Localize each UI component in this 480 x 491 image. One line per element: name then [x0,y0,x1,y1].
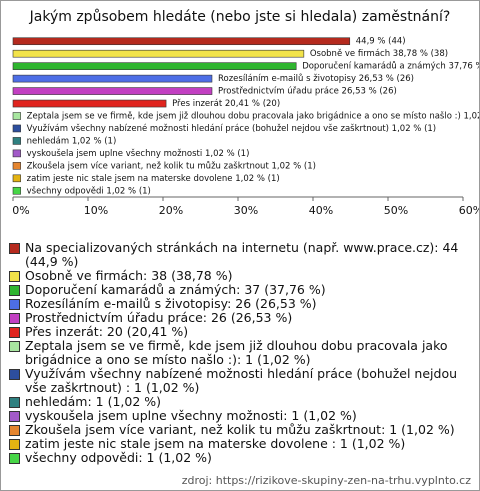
data-label: Osobně ve firmách 38,78 % (38) [310,49,448,59]
legend-label: Doporučení kamarádů a známých: 37 (37,76… [25,282,326,297]
legend-swatch [9,299,20,310]
legend-item: všechny odpovědi: 1 (1,02 %) [9,451,469,465]
bar [12,87,213,95]
legend-item: Prostřednictvím úřadu práce: 26 (26,53 %… [9,311,469,325]
legend-item: nehledám: 1 (1,02 %) [9,395,469,409]
legend-label: Rozesíláním e-mailů s životopisy: 26 (26… [25,296,317,311]
data-label: Prostřednictvím úřadu práce 26,53 % (26) [218,87,397,97]
legend-label: Využívám všechny nabízené možnosti hledá… [25,366,458,395]
legend: Na specializovaných stránkách na interne… [9,241,469,465]
legend-label: nehledám: 1 (1,02 %) [25,394,162,409]
x-tick-label: 0% [12,204,29,217]
legend-item: Osobně ve firmách: 38 (38,78 %) [9,269,469,283]
bar [12,137,21,145]
legend-label: Osobně ve firmách: 38 (38,78 %) [25,268,233,283]
data-label: všechny odpovědi 1,02 % (1) [27,185,151,196]
bar [12,99,167,108]
legend-swatch [9,453,20,464]
chart-title: Jakým způsobem hledáte (nebo jste si hle… [29,9,451,25]
legend-label: všechny odpovědi: 1 (1,02 %) [25,450,212,465]
data-label: 44,9 % (44) [356,37,406,47]
x-tick-label: 40% [309,204,333,217]
legend-swatch [9,313,20,324]
legend-label: Zkoušela jsem více variant, než kolik tu… [25,422,455,437]
legend-swatch [9,425,20,436]
legend-item: Využívám všechny nabízené možnosti hledá… [9,367,469,395]
legend-item: Zkoušela jsem více variant, než kolik tu… [9,423,469,437]
data-label: Doporučení kamarádů a známých 37,76 % (3… [302,61,479,72]
x-tick-label: 50% [384,204,408,217]
legend-swatch [9,271,20,282]
bar [12,49,305,58]
x-tick-label: 10% [84,204,108,217]
legend-swatch [9,341,20,352]
bar [12,62,297,70]
legend-item: Přes inzerát: 20 (20,41 %) [9,325,469,339]
bar [12,112,21,120]
bar [12,37,351,46]
source: zdroj: https://rizikove-skupiny-zen-na-t… [181,474,471,487]
bar [12,124,21,133]
legend-label: zatim jeste nic stale jsem na materske d… [25,436,406,451]
data-label: Přes inzerát 20,41 % (20) [172,99,280,109]
bar [12,162,21,170]
data-label: nehledám 1,02 % (1) [27,136,117,146]
legend-item: Doporučení kamarádů a známých: 37 (37,76… [9,283,469,297]
bar [12,74,213,83]
legend-item: Rozesíláním e-mailů s životopisy: 26 (26… [9,297,469,311]
data-label: vyskoušela jsem uplne všechny možnosti 1… [27,148,250,159]
legend-swatch [9,411,20,422]
legend-swatch [9,397,20,408]
legend-swatch [9,243,20,254]
bar [12,186,21,195]
legend-item: Na specializovaných stránkách na interne… [9,241,469,269]
legend-label: vyskoušela jsem uplne všechny možnosti: … [25,408,357,423]
legend-label: Zeptala jsem se ve firmě, kde jsem již d… [25,338,448,367]
legend-label: Na specializovaných stránkách na interne… [25,240,459,269]
legend-swatch [9,327,20,338]
legend-item: zatim jeste nic stale jsem na materske d… [9,437,469,451]
x-tick-label: 60% [459,204,479,217]
data-label: Zeptala jsem se ve firmě, kde jsem již d… [27,111,479,122]
data-label: zatim jeste nic stale jsem na materske d… [27,174,280,184]
data-label: Rozesíláním e-mailů s životopisy 26,53 %… [218,73,414,84]
x-tick-label: 20% [159,204,183,217]
legend-item: Zeptala jsem se ve firmě, kde jsem již d… [9,339,469,367]
bar [12,174,21,183]
legend-swatch [9,369,20,380]
plot: Jakým způsobem hledáte (nebo jste si hle… [12,9,479,217]
data-label: Zkoušela jsem více variant, než kolik tu… [27,160,316,171]
data-label: Využívám všechny nabízené možnosti hledá… [27,123,437,134]
legend-item: vyskoušela jsem uplne všechny možnosti: … [9,409,469,423]
bar [12,149,21,158]
x-tick-label: 30% [234,204,258,217]
legend-swatch [9,439,20,450]
legend-swatch [9,285,20,296]
legend-label: Přes inzerát: 20 (20,41 %) [25,324,189,339]
legend-label: Prostřednictvím úřadu práce: 26 (26,53 %… [25,310,293,325]
